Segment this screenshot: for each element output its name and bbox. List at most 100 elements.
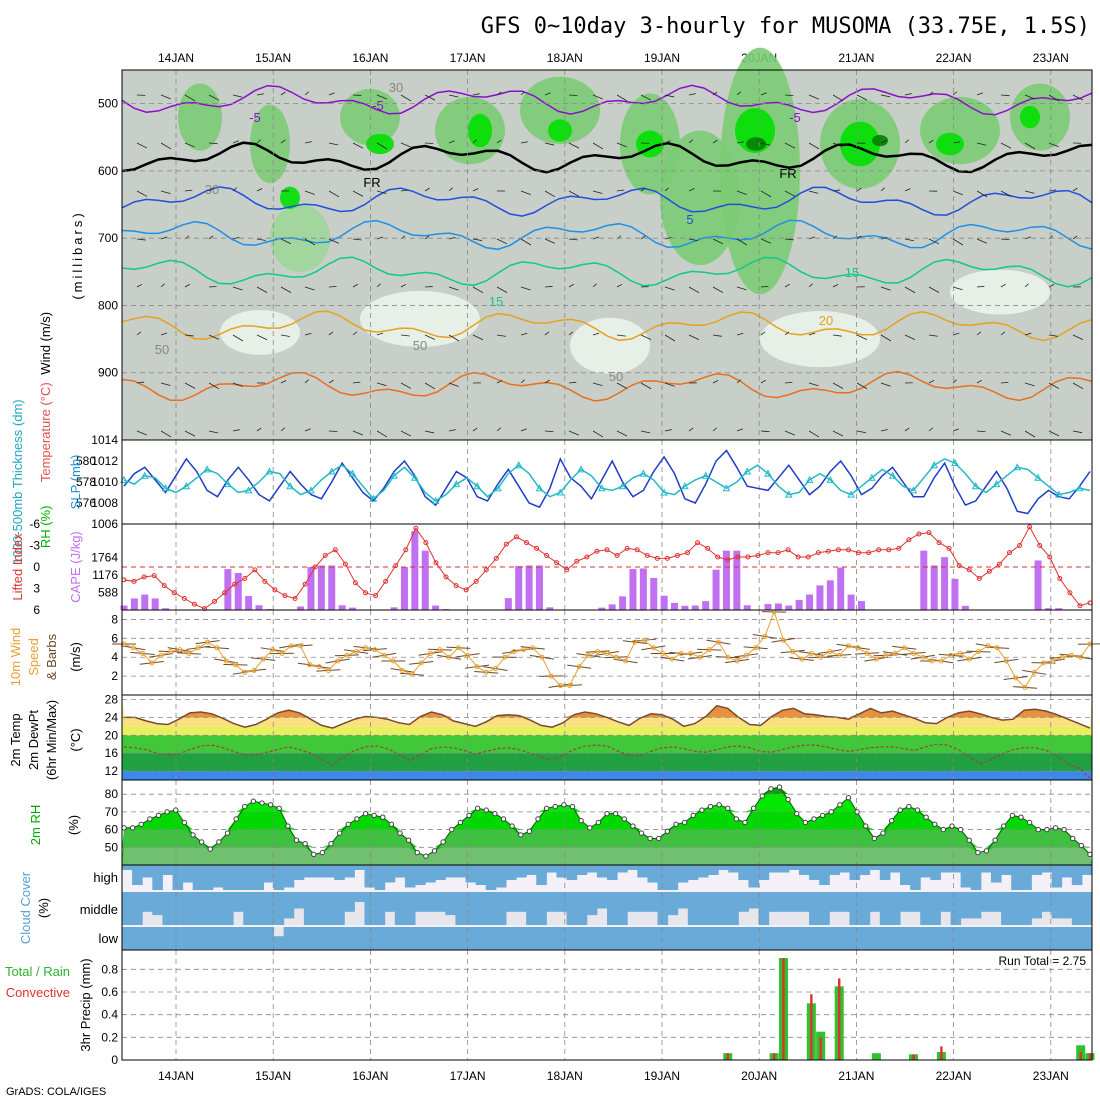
rh-point: [1052, 825, 1059, 831]
cloud-bar: [566, 892, 578, 925]
top-date-label: 15JAN: [255, 51, 291, 65]
wind-barb: [256, 93, 264, 96]
wind-ylabel-unit: (m/s): [68, 642, 83, 672]
lifted-index-point: [342, 561, 348, 567]
cloud-bar: [445, 927, 456, 950]
rh-point: [414, 849, 420, 856]
cloud-bar: [596, 865, 608, 878]
cloud-bar: [677, 865, 689, 883]
slp-ylabel-right: SLP (mb): [68, 455, 83, 510]
rh-contour-fill: [660, 130, 740, 266]
cloud-bar: [182, 865, 194, 883]
wind-ylabel-1: 10m Wind: [8, 628, 23, 687]
cape-tick-label: 588: [98, 586, 118, 600]
wind-barb: [448, 236, 456, 240]
ylabel-rh: RH (%): [38, 506, 53, 549]
cloud-bar: [970, 865, 982, 890]
cloud-bar: [324, 892, 335, 925]
thickness-marker: [327, 467, 336, 475]
precip-tick-label: 0.6: [101, 985, 118, 999]
wind-barb: [592, 382, 603, 387]
thickness-marker: [577, 465, 585, 473]
cloud-bar: [455, 892, 467, 925]
cloud-bar: [819, 865, 830, 885]
cloud-bar: [233, 865, 244, 890]
precip-ylabel-2: Convective: [6, 985, 70, 1000]
cloud-bar: [910, 865, 921, 890]
pressure-tick-label: 600: [98, 164, 118, 178]
cloud-bar: [546, 892, 557, 912]
cape-bar: [722, 550, 730, 610]
cloud-bar: [576, 865, 588, 875]
cloud-bar: [788, 865, 800, 870]
wind-barb: [784, 331, 790, 336]
cloud-bar: [142, 892, 153, 912]
wind-speed-point: [864, 650, 870, 656]
cape-bar: [349, 607, 357, 610]
wind-barb: [592, 283, 597, 288]
cape-bar: [619, 596, 627, 610]
wind-barb: [160, 332, 168, 336]
wind-barb: [712, 238, 724, 245]
cloud-bar: [253, 927, 264, 950]
cloud-bar: [879, 927, 891, 950]
thickness-marker: [224, 480, 232, 488]
wind-barb: [856, 235, 862, 240]
lifted-index-point: [524, 540, 529, 546]
rh-point: [569, 803, 576, 810]
cloud-bar: [596, 927, 608, 950]
isotherm-line: [121, 370, 1093, 402]
cloud-bar: [1021, 865, 1032, 890]
rh-point: [742, 819, 748, 826]
wind-speed-point: [632, 639, 638, 645]
cloud-bar: [384, 927, 396, 950]
wind-barb: [232, 429, 240, 432]
cloud-bar: [344, 865, 355, 878]
wind-barb: [280, 91, 286, 96]
wind-barb: [784, 94, 794, 97]
cloud-level-label: middle: [80, 902, 118, 917]
lifted-index-point: [715, 554, 721, 560]
wind-barb: [1024, 430, 1036, 438]
lifted-index-point: [534, 545, 540, 551]
wind-barb: [856, 382, 868, 390]
dewpoint-line: [123, 743, 1091, 779]
wind-barb: [784, 238, 794, 241]
contour-label: -5: [789, 110, 801, 125]
rh-point: [388, 821, 395, 827]
rh-point: [949, 823, 955, 829]
wind-speed-point: [715, 639, 721, 645]
wind-barb: [280, 286, 292, 293]
cape-tick-label: 1764: [91, 551, 118, 565]
thickness-marker: [1075, 484, 1084, 492]
wind-barb: [1000, 238, 1010, 241]
cloud-bar: [566, 927, 578, 950]
cloud-bar: [900, 865, 911, 885]
cloud-bar: [1001, 865, 1012, 875]
cloud-bar: [1001, 927, 1012, 950]
thickness-marker: [681, 482, 689, 490]
rh-point: [630, 823, 636, 829]
thickness-marker: [701, 471, 710, 479]
wind-barb: [1000, 381, 1009, 384]
wind-barb: [664, 237, 672, 240]
temp-band: [122, 726, 1092, 736]
lifted-index-point: [473, 578, 479, 584]
ylabel-temp: Temperature (°C): [38, 382, 53, 482]
cloud-bar: [142, 927, 153, 950]
lifted-index-point: [1037, 543, 1043, 548]
wind-barb: [1048, 189, 1057, 192]
lifted-index-point: [383, 578, 389, 584]
wind-barb: [1024, 190, 1035, 194]
cloud-bar: [384, 865, 396, 883]
cape-bar: [1055, 608, 1063, 610]
cloud-bar: [829, 927, 840, 950]
temp-ylabel: 2m Temp 2m DewPt (6hr Min/Max) (°C): [8, 700, 83, 780]
cloud-bar: [1001, 892, 1012, 925]
wind-barb: [1000, 94, 1010, 97]
wind-barb: [160, 430, 172, 438]
wind-barb: [952, 238, 964, 246]
wind-barb: [544, 379, 550, 384]
top-date-label: 22JAN: [936, 51, 972, 65]
wind-barb: [832, 430, 844, 437]
